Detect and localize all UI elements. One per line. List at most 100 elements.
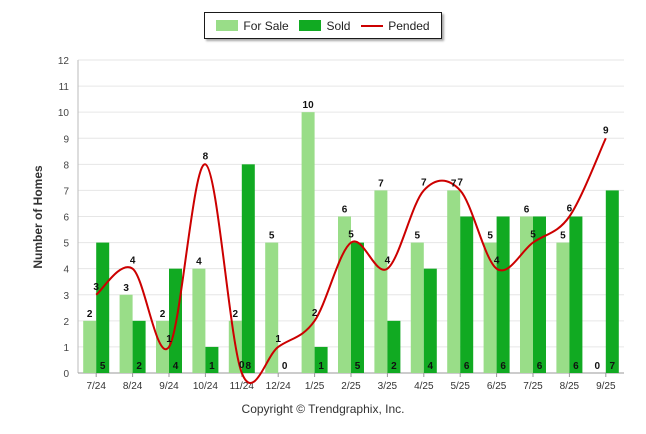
data-label-for-sale: 5 — [415, 231, 421, 242]
x-tick-label: 1/25 — [305, 381, 325, 392]
data-label-sold: 5 — [100, 361, 106, 372]
bar-for-sale — [374, 190, 388, 373]
data-label-for-sale: 7 — [451, 178, 457, 189]
data-label-for-sale: 2 — [233, 309, 239, 320]
y-tick-label: 2 — [63, 317, 69, 328]
y-axis-title: Number of Homes — [31, 165, 45, 269]
legend-swatch-for-sale — [216, 20, 239, 31]
copyright-text: Copyright © Trendgraphix, Inc. — [241, 402, 405, 416]
bar-sold — [387, 320, 401, 373]
bar-for-sale — [119, 294, 133, 373]
bar-sold — [460, 216, 474, 373]
legend-label-for-sale: For Sale — [243, 18, 289, 33]
bar-sold — [351, 242, 364, 373]
data-label-sold: 6 — [573, 361, 579, 372]
x-tick-label: 2/25 — [341, 381, 361, 392]
bar-for-sale — [520, 216, 533, 373]
data-label-sold: 6 — [500, 361, 506, 372]
data-label-pended: 1 — [166, 334, 172, 345]
legend-item-for-sale[interactable]: For Sale — [216, 18, 289, 33]
data-label-pended: 2 — [312, 308, 318, 319]
y-tick-label: 12 — [58, 56, 70, 67]
x-tick-label: 4/25 — [414, 381, 434, 392]
data-label-for-sale: 5 — [560, 231, 566, 242]
data-label-for-sale: 7 — [378, 178, 384, 189]
data-label-sold: 1 — [318, 361, 324, 372]
legend-swatch-pended — [361, 24, 384, 27]
bar-for-sale — [192, 268, 206, 373]
bar-sold — [96, 242, 110, 373]
bar-for-sale — [483, 242, 497, 373]
bar-sold — [423, 268, 437, 373]
data-label-sold: 4 — [428, 361, 434, 372]
data-label-sold: 4 — [173, 361, 179, 372]
data-label-for-sale: 2 — [87, 309, 93, 320]
data-label-pended: 9 — [603, 125, 609, 136]
y-tick-label: 6 — [63, 213, 69, 224]
y-tick-label: 3 — [63, 291, 69, 302]
data-label-sold: 8 — [246, 361, 252, 372]
bar-sold — [496, 216, 510, 373]
legend-item-sold[interactable]: Sold — [299, 19, 350, 33]
data-label-sold: 5 — [355, 361, 361, 372]
x-tick-label: 7/25 — [523, 381, 543, 392]
bar-for-sale — [556, 242, 570, 373]
data-label-for-sale: 2 — [160, 309, 166, 320]
bar-for-sale — [265, 242, 279, 373]
data-label-pended: 7 — [421, 177, 427, 188]
bar-sold — [205, 346, 219, 373]
x-tick-label: 8/24 — [123, 381, 143, 392]
data-label-pended: 1 — [275, 334, 281, 345]
data-label-pended: 3 — [93, 282, 99, 293]
data-label-for-sale: 4 — [196, 257, 202, 268]
data-label-sold: 2 — [391, 361, 397, 372]
data-label-pended: 5 — [348, 230, 354, 241]
bar-for-sale — [410, 242, 424, 373]
x-tick-label: 9/25 — [596, 381, 616, 392]
data-label-sold: 2 — [136, 361, 142, 372]
x-tick-label: 5/25 — [450, 381, 470, 392]
legend-swatch-sold — [299, 20, 322, 31]
legend: For Sale Sold Pended — [204, 12, 442, 39]
legend-label-sold: Sold — [326, 18, 351, 33]
data-label-for-sale: 5 — [269, 231, 275, 242]
x-tick-label: 9/24 — [159, 381, 179, 392]
bar-for-sale — [447, 190, 461, 373]
bar-for-sale — [83, 320, 97, 373]
data-label-sold: 7 — [610, 361, 616, 372]
bar-sold — [241, 164, 255, 373]
y-tick-label: 7 — [63, 186, 69, 197]
data-label-for-sale: 5 — [487, 231, 493, 242]
bar-sold — [314, 346, 328, 373]
x-tick-label: 3/25 — [378, 381, 398, 392]
x-tick-label: 12/24 — [266, 381, 291, 392]
bar-sold — [132, 320, 146, 373]
data-label-pended: 7 — [457, 177, 463, 188]
y-tick-label: 8 — [63, 160, 69, 171]
pended-line — [95, 137, 607, 384]
data-label-sold: 6 — [537, 361, 543, 372]
x-tick-label: 10/24 — [193, 381, 218, 392]
y-tick-label: 0 — [63, 369, 69, 380]
data-label-sold: 0 — [282, 361, 288, 372]
data-label-for-sale: 0 — [595, 361, 601, 372]
x-tick-label: 11/24 — [230, 381, 255, 392]
bar-sold — [605, 190, 619, 373]
bar-sold — [533, 216, 546, 373]
y-tick-label: 5 — [63, 239, 69, 250]
y-tick-label: 4 — [63, 265, 69, 276]
legend-item-pended[interactable]: Pended — [361, 19, 430, 33]
bar-sold — [569, 216, 583, 373]
data-label-for-sale: 10 — [303, 100, 315, 111]
x-tick-label: 6/25 — [487, 381, 507, 392]
data-label-pended: 0 — [239, 360, 245, 371]
x-tick-label: 8/25 — [560, 381, 580, 392]
data-label-sold: 1 — [209, 361, 215, 372]
y-tick-label: 11 — [59, 82, 70, 93]
data-label-pended: 4 — [494, 256, 500, 267]
data-label-pended: 4 — [385, 256, 391, 267]
data-label-pended: 6 — [567, 204, 573, 215]
bar-for-sale — [301, 112, 315, 374]
data-label-pended: 5 — [530, 230, 536, 241]
